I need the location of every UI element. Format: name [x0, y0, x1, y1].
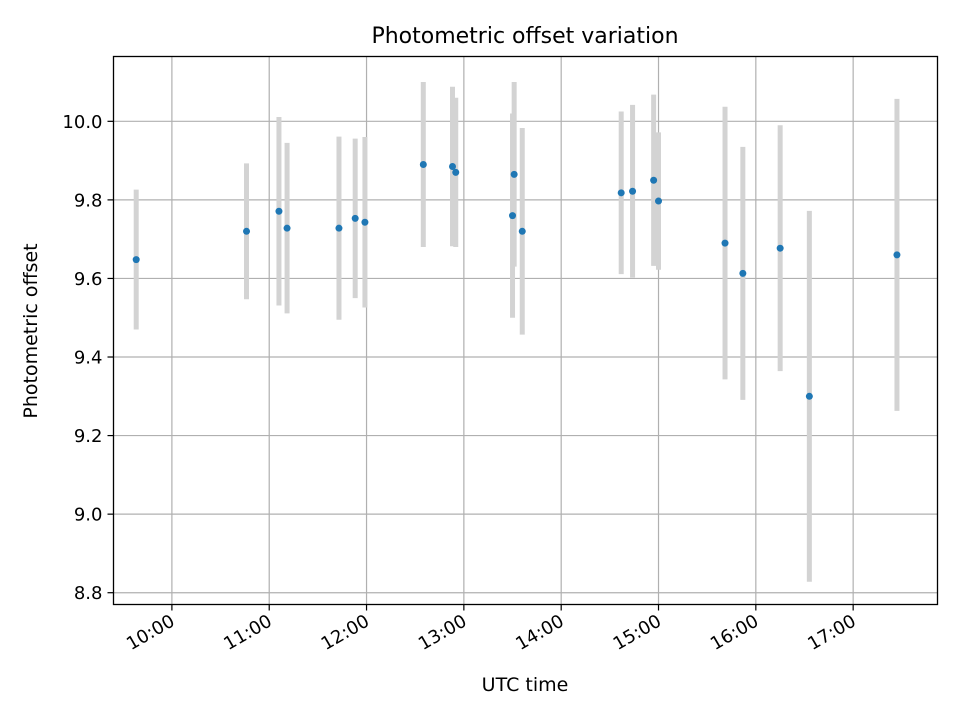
data-point [361, 218, 369, 226]
data-points [132, 161, 901, 400]
data-point [650, 176, 658, 184]
data-point [419, 161, 427, 169]
data-point [335, 224, 343, 232]
data-point [132, 256, 140, 264]
data-point [275, 207, 283, 215]
y-tick-label: 9.4 [74, 348, 103, 369]
data-point [893, 251, 901, 259]
y-tick-label: 9.2 [74, 426, 103, 447]
data-point [805, 392, 813, 400]
data-point [452, 168, 460, 176]
data-point [518, 227, 526, 235]
data-point [655, 197, 663, 205]
data-point [449, 162, 457, 170]
data-point [629, 187, 637, 195]
data-point [243, 227, 251, 235]
y-tick-label: 9.6 [74, 269, 103, 290]
y-tick-label: 9.8 [74, 190, 103, 211]
y-tick-label: 8.8 [74, 583, 103, 604]
data-point [776, 244, 784, 252]
x-axis-label: UTC time [482, 674, 569, 696]
data-point [283, 224, 291, 232]
chart-title: Photometric offset variation [371, 24, 678, 49]
data-point [509, 212, 517, 220]
data-point [510, 170, 518, 178]
y-axis: 8.8 9.0 9.2 9.4 9.6 9.8 10.0 [62, 112, 114, 604]
data-point [739, 269, 747, 277]
plot-frame [112, 55, 939, 606]
y-tick-label: 9.0 [74, 505, 103, 526]
y-tick-label: 10.0 [62, 112, 102, 133]
data-point [617, 189, 625, 197]
data-point [721, 239, 729, 247]
y-axis-label: Photometric offset [20, 243, 42, 418]
data-point [351, 214, 359, 222]
